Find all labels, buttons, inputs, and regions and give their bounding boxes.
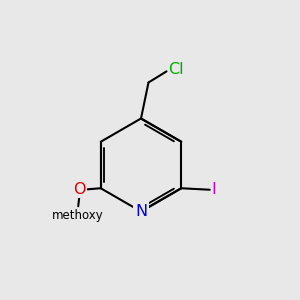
Text: O: O bbox=[74, 182, 86, 197]
Text: Cl: Cl bbox=[169, 61, 184, 76]
Text: N: N bbox=[135, 204, 147, 219]
Text: I: I bbox=[211, 182, 216, 197]
Text: methoxy: methoxy bbox=[52, 209, 104, 222]
